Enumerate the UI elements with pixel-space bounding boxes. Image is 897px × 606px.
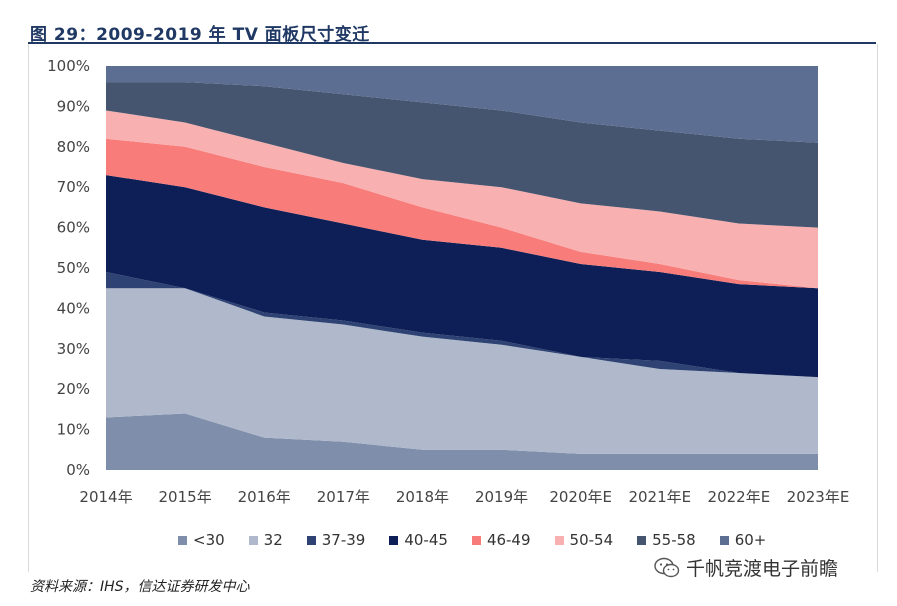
legend-item-6: 55-58	[637, 531, 696, 549]
area-series-4	[106, 138, 818, 289]
y-tick-label: 100%	[47, 57, 90, 75]
y-tick-label: 10%	[57, 421, 90, 439]
x-tick-label: 2021年E	[628, 488, 691, 506]
legend-item-3: 40-45	[389, 531, 448, 549]
legend-label: 60+	[734, 531, 767, 549]
area-series-3	[106, 175, 818, 378]
watermark-text: 千帆竞渡电子前瞻	[686, 558, 839, 580]
x-tick-label: 2017年	[317, 488, 370, 506]
legend-label: 40-45	[404, 531, 448, 549]
title-rule	[28, 42, 876, 44]
x-tick-label: 2015年	[159, 488, 212, 506]
area-series-5	[106, 110, 818, 289]
y-tick-label: 60%	[57, 219, 90, 237]
y-tick-label: 90%	[57, 97, 90, 115]
legend-label: <30	[193, 531, 225, 549]
wechat-icon	[654, 557, 680, 577]
chart-frame	[28, 44, 878, 572]
y-tick-label: 50%	[57, 259, 90, 277]
x-tick-label: 2014年	[79, 488, 132, 506]
legend-swatch	[248, 535, 258, 545]
x-tick-label: 2023年E	[787, 488, 850, 506]
area-series-1	[106, 288, 818, 454]
y-tick-label: 20%	[57, 380, 90, 398]
legend-label: 37-39	[321, 531, 366, 549]
legend-swatch	[306, 535, 316, 545]
y-tick-label: 30%	[57, 340, 90, 358]
legend-item-1: 32	[248, 531, 283, 549]
y-tick-label: 40%	[57, 299, 90, 317]
legend-swatch	[471, 535, 481, 545]
area-series-7	[106, 66, 818, 143]
legend-item-0: <30	[178, 531, 225, 549]
legend-label: 46-49	[486, 531, 531, 549]
legend-label: 55-58	[652, 531, 696, 549]
legend-swatch	[637, 535, 647, 545]
legend-swatch	[554, 535, 564, 545]
y-tick-label: 0%	[66, 461, 90, 479]
x-tick-label: 2020年E	[549, 488, 612, 506]
legend-item-5: 50-54	[554, 531, 614, 549]
chart-legend: <30 32 37-39 40-45 46-49 50-54 55-58 60+	[178, 531, 790, 549]
legend-swatch	[178, 535, 187, 545]
y-tick-label: 70%	[57, 178, 90, 196]
figure-title: 图 29：2009-2019 年 TV 面板尺寸变迁	[30, 25, 370, 45]
area-series-0	[106, 413, 818, 470]
legend-label: 50-54	[569, 531, 614, 549]
source-note: 资料来源：IHS，信达证券研发中心	[30, 579, 250, 595]
legend-item-4: 46-49	[471, 531, 531, 549]
legend-item-2: 37-39	[306, 531, 366, 549]
legend-swatch	[389, 535, 399, 545]
x-tick-label: 2016年	[238, 488, 291, 506]
legend-swatch	[719, 535, 729, 545]
y-tick-label: 80%	[57, 138, 90, 156]
x-tick-label: 2022年E	[708, 488, 771, 506]
watermark: 千帆竞渡电子前瞻	[654, 554, 838, 581]
x-tick-label: 2018年	[396, 488, 449, 506]
legend-label: 32	[263, 531, 283, 549]
legend-item-7: 60+	[719, 531, 767, 549]
area-series-6	[106, 82, 818, 228]
x-tick-label: 2019年	[475, 488, 528, 506]
